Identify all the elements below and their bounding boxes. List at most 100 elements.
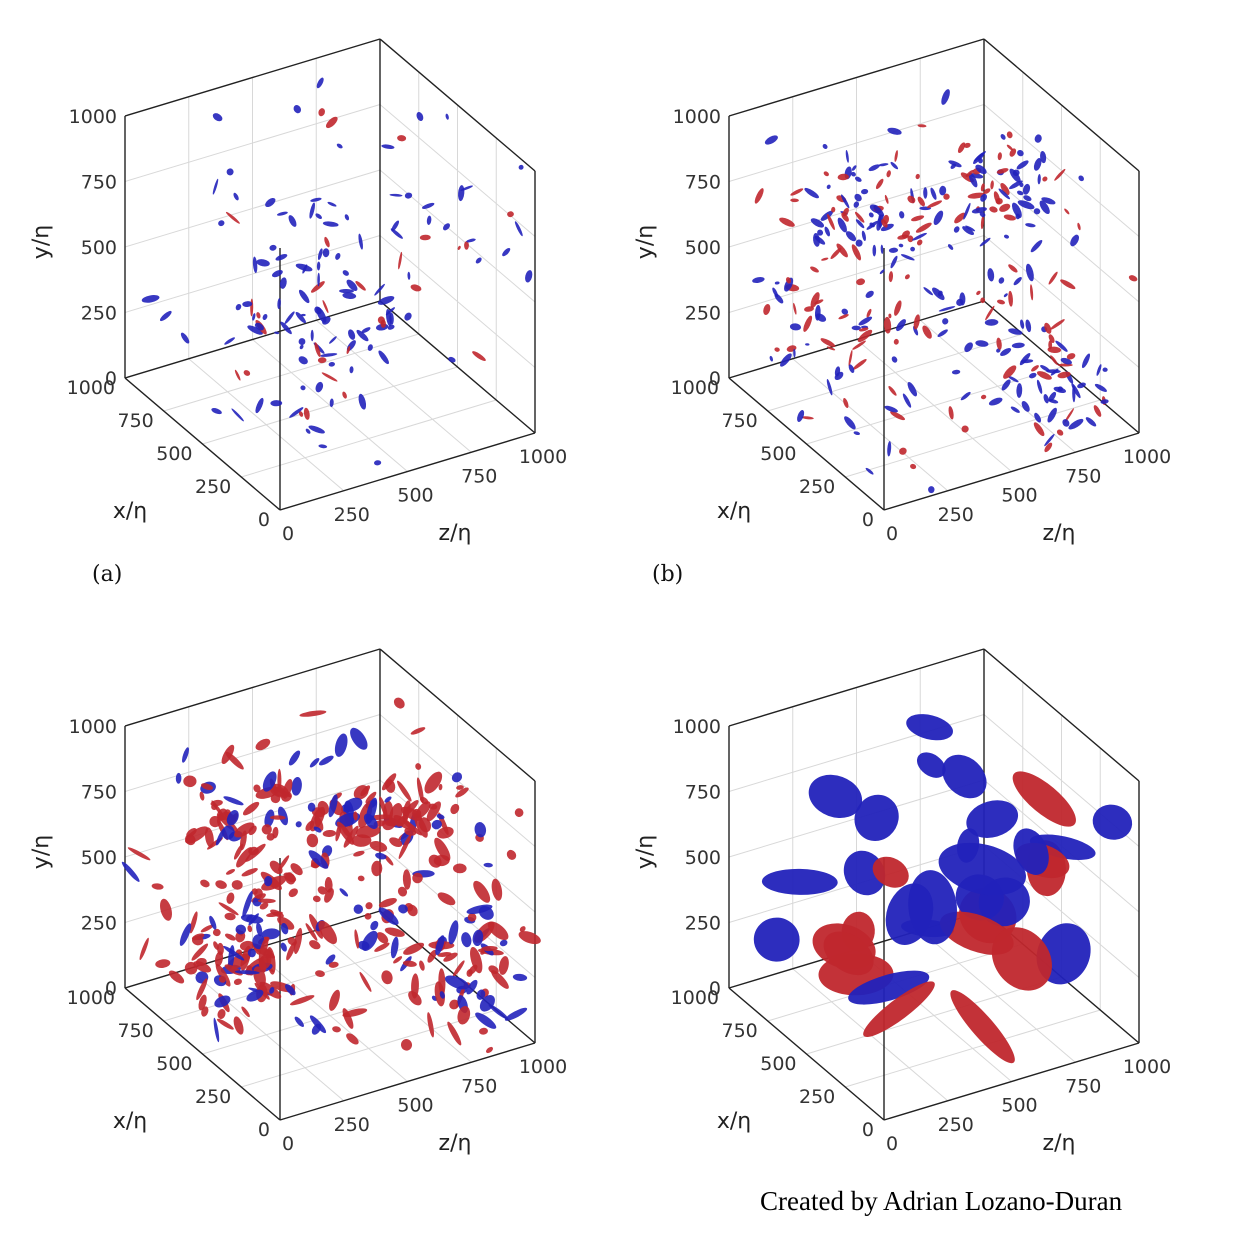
negative-structure xyxy=(1010,406,1020,413)
positive-structure xyxy=(438,783,443,791)
positive-structure xyxy=(233,978,242,985)
positive-structure xyxy=(410,284,422,292)
positive-structure xyxy=(875,178,884,190)
negative-structure xyxy=(1047,407,1057,423)
positive-structure xyxy=(980,297,986,304)
negative-structure xyxy=(1070,234,1080,247)
negative-structure xyxy=(933,210,944,226)
negative-structure xyxy=(822,144,828,149)
negative-structure xyxy=(276,211,288,216)
negative-structure xyxy=(389,193,403,197)
positive-structure xyxy=(424,771,443,794)
box-edges xyxy=(728,38,1140,511)
negative-structure xyxy=(1013,277,1022,286)
positive-structure xyxy=(378,897,397,908)
positive-structure xyxy=(1054,168,1066,181)
negative-structure xyxy=(310,329,314,342)
z-tick-label: 250 xyxy=(334,1114,370,1136)
box-edge xyxy=(728,38,985,117)
negative-structure xyxy=(1030,239,1043,253)
negative-structure xyxy=(374,283,385,296)
positive-structure xyxy=(980,394,987,400)
negative-structure xyxy=(349,366,354,374)
negative-structure xyxy=(339,888,349,897)
positive-structure xyxy=(434,837,451,862)
negative-structure xyxy=(472,929,484,947)
negative-structure xyxy=(898,243,904,248)
negative-structure xyxy=(295,311,306,324)
negative-structure xyxy=(370,920,379,931)
negative-structure xyxy=(826,184,831,190)
negative-structure xyxy=(234,970,260,975)
positive-structure xyxy=(943,193,950,200)
z-tick-label: 750 xyxy=(461,1075,497,1097)
negative-structure xyxy=(288,750,301,766)
positive-structure xyxy=(965,169,974,177)
positive-structure xyxy=(1008,264,1018,273)
negative-structure xyxy=(1033,158,1042,171)
positive-structure xyxy=(189,911,198,934)
structures xyxy=(121,697,541,1054)
negative-structure xyxy=(313,826,322,833)
negative-structure xyxy=(377,295,395,305)
negative-structure xyxy=(797,410,805,422)
positive-structure xyxy=(397,135,407,142)
negative-structure xyxy=(256,922,263,937)
structures xyxy=(753,714,1133,1064)
negative-structure xyxy=(973,152,985,164)
negative-structure xyxy=(814,235,826,245)
negative-structure xyxy=(451,772,463,783)
positive-structure xyxy=(506,849,517,860)
positive-structure xyxy=(1000,183,1010,195)
negative-structure xyxy=(264,875,273,887)
negative-structure xyxy=(1039,200,1050,215)
negative-structure xyxy=(378,350,389,365)
negative-structure xyxy=(342,270,349,276)
negative-structure xyxy=(1019,353,1031,366)
positive-structure xyxy=(470,946,483,974)
x-axis-label: x/η xyxy=(113,1109,147,1134)
positive-structure xyxy=(402,960,417,967)
positive-structure xyxy=(954,212,966,224)
negative-structure xyxy=(344,797,363,812)
box-edge xyxy=(124,38,381,117)
positive-structure xyxy=(883,316,892,334)
positive-structure xyxy=(810,292,820,308)
negative-structure xyxy=(309,757,320,768)
positive-structure xyxy=(217,1008,226,1020)
positive-structure xyxy=(996,337,1002,350)
panel-b-3d-plot: 0002502502505005005007507507501000100010… xyxy=(633,38,1171,546)
negative-structure xyxy=(1043,394,1049,404)
negative-structure xyxy=(1001,379,1011,391)
positive-structure xyxy=(866,308,872,318)
negative-structure xyxy=(518,164,524,170)
positive-structure xyxy=(377,316,385,325)
negative-structure xyxy=(270,400,283,407)
y-tick-label: 750 xyxy=(81,172,117,194)
positive-structure xyxy=(248,825,257,836)
negative-structure xyxy=(865,467,874,475)
negative-structure xyxy=(293,104,302,114)
positive-structure xyxy=(318,108,326,117)
negative-structure xyxy=(289,407,304,418)
z-tick-label: 1000 xyxy=(519,446,567,468)
box-edge xyxy=(379,38,536,172)
positive-structure xyxy=(907,235,914,243)
z-tick-label: 250 xyxy=(938,504,974,526)
z-tick-label: 0 xyxy=(282,1133,294,1155)
negative-structure xyxy=(826,379,833,396)
negative-structure xyxy=(1013,828,1049,875)
y-tick-label: 0 xyxy=(709,368,721,390)
panel-b-label: (b) xyxy=(652,562,684,587)
positive-structure xyxy=(851,244,862,261)
positive-structure xyxy=(843,397,849,409)
negative-structure xyxy=(753,917,800,962)
positive-structure xyxy=(980,183,985,192)
grid-line xyxy=(919,929,1076,1063)
positive-structure xyxy=(779,217,795,227)
positive-structure xyxy=(288,888,298,898)
box-edge xyxy=(379,648,536,782)
positive-structure xyxy=(241,868,258,877)
x-tick-label: 750 xyxy=(721,1020,757,1042)
positive-structure xyxy=(403,942,425,955)
